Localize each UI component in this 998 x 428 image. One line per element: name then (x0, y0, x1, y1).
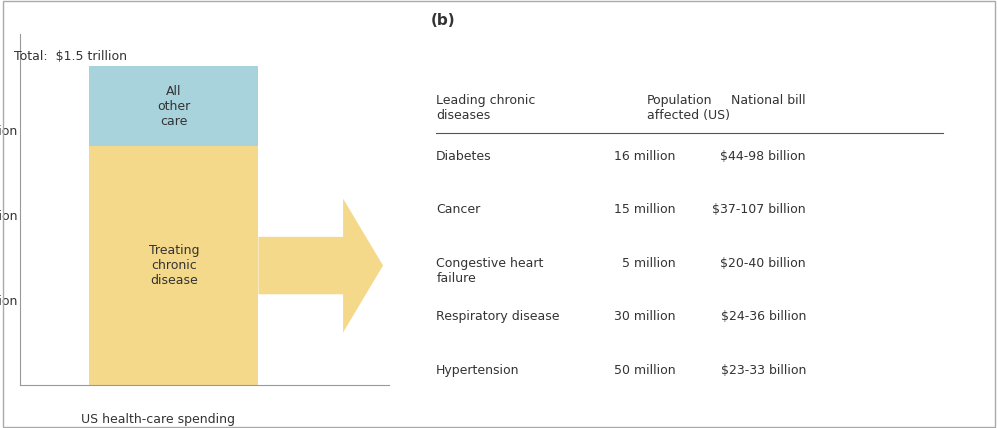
Text: Respiratory disease: Respiratory disease (436, 310, 560, 323)
Polygon shape (258, 199, 383, 333)
Text: Total:  $1.5 trillion: Total: $1.5 trillion (14, 50, 127, 63)
Text: $23-33 billion: $23-33 billion (721, 364, 806, 377)
Text: GB: GB (884, 375, 917, 395)
Text: 30 million: 30 million (614, 310, 675, 323)
Text: Population
affected (US): Population affected (US) (647, 94, 730, 122)
Text: 5 million: 5 million (622, 257, 675, 270)
Text: Congestive heart
failure: Congestive heart failure (436, 257, 544, 285)
Bar (89, 146, 258, 385)
Text: .c: .c (949, 380, 962, 395)
Text: $24-36 billion: $24-36 billion (721, 310, 806, 323)
Text: Treating
chronic
disease: Treating chronic disease (149, 244, 199, 287)
Text: All
other
care: All other care (158, 84, 191, 128)
Text: 16 million: 16 million (614, 150, 675, 163)
Text: $44-98 billion: $44-98 billion (721, 150, 806, 163)
Text: $20-40 billion: $20-40 billion (721, 257, 806, 270)
Text: US health-care spending: US health-care spending (82, 413, 236, 426)
Text: 15 million: 15 million (614, 203, 675, 216)
Text: Diabetes: Diabetes (436, 150, 492, 163)
Text: National bill: National bill (732, 94, 806, 107)
Text: $37-107 billion: $37-107 billion (713, 203, 806, 216)
Text: Leading chronic
diseases: Leading chronic diseases (436, 94, 536, 122)
Bar (89, 66, 258, 146)
Text: (b): (b) (430, 13, 455, 28)
Text: Cancer: Cancer (436, 203, 480, 216)
Text: 50 million: 50 million (614, 364, 675, 377)
Text: Hypertension: Hypertension (436, 364, 520, 377)
